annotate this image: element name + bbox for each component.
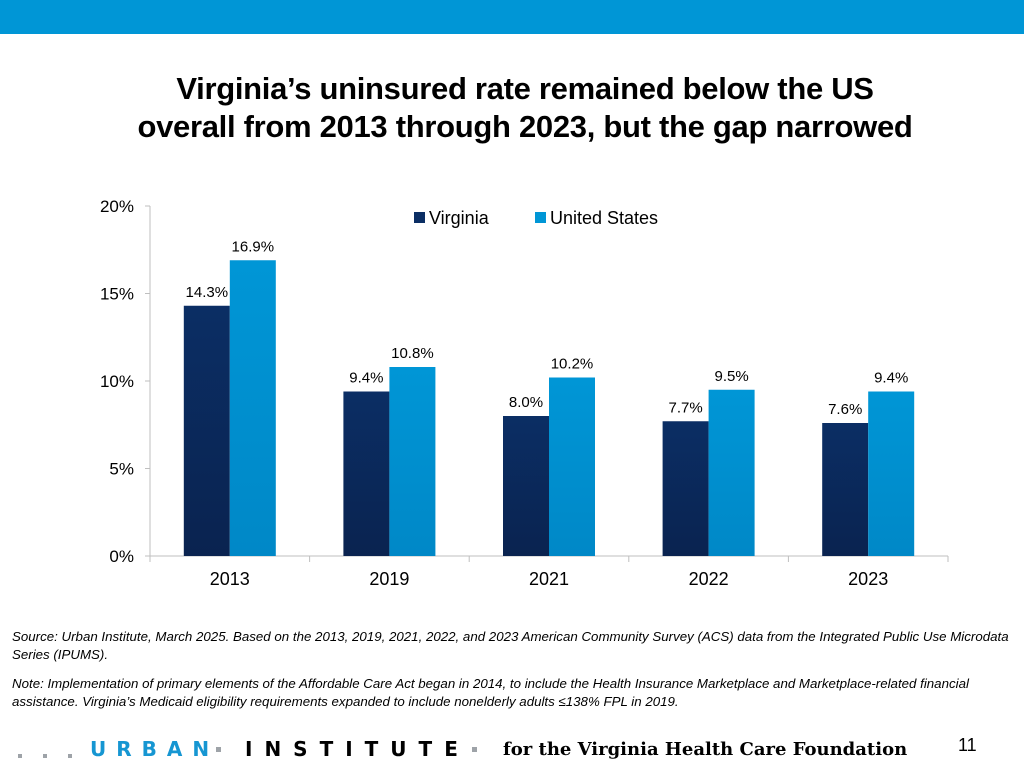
legend-swatch-us [535,212,546,223]
logo-separator [216,747,221,752]
y-tick-label: 20% [100,197,134,216]
bar-us-2019 [389,367,436,556]
source-note: Source: Urban Institute, March 2025. Bas… [12,629,1009,662]
footer-dot [18,754,22,758]
data-label-virginia-2023: 7.6% [828,401,862,418]
y-tick-label: 5% [109,460,134,479]
bar-us-2022 [708,389,755,556]
foundation-credit: for the Virginia Health Care Foundation [503,739,908,760]
x-tick-label: 2013 [210,569,250,589]
logo-end-dot [472,747,477,752]
bar-us-2021 [549,377,595,556]
data-label-us-2021: 10.2% [551,356,594,373]
data-label-us-2019: 10.8% [391,345,434,362]
legend-swatch-virginia [414,212,425,223]
page-number: 11 [958,735,977,755]
bar-us-2013 [229,260,276,556]
data-label-virginia-2021: 8.0% [509,394,543,411]
x-tick-label: 2019 [369,569,409,589]
top-accent-bar [0,0,1024,34]
data-label-us-2023: 9.4% [874,370,908,387]
data-label-virginia-2022: 7.7% [668,399,702,416]
bar-virginia-2023 [822,423,869,556]
data-label-us-2013: 16.9% [232,238,275,255]
footer-dots [18,745,93,763]
data-label-virginia-2013: 14.3% [186,284,229,301]
y-tick-label: 0% [109,547,134,566]
bar-virginia-2022 [662,421,709,556]
x-tick-label: 2021 [529,569,569,589]
title-line-1: Virginia’s uninsured rate remained below… [176,71,874,106]
bar-virginia-2019 [343,391,390,556]
bar-virginia-2013 [183,305,230,556]
y-tick-label: 10% [100,372,134,391]
data-label-virginia-2019: 9.4% [349,370,383,387]
footer: URBAN INSTITUTE for the Virginia Health … [0,732,1024,768]
logo-urban: URBAN [90,737,220,761]
footer-dot [68,754,72,758]
y-tick-label: 15% [100,285,134,304]
x-tick-label: 2022 [689,569,729,589]
x-tick-label: 2023 [848,569,888,589]
title-line-2: overall from 2013 through 2023, but the … [137,109,913,144]
legend-label-virginia: Virginia [429,208,490,228]
footer-dot [43,754,47,758]
aca-note: Note: Implementation of primary elements… [12,676,969,709]
bar-virginia-2021 [503,416,549,556]
data-label-us-2022: 9.5% [714,368,748,385]
logo-institute: INSTITUTE [245,737,470,761]
legend-label-us: United States [550,208,658,228]
bar-us-2023 [868,391,915,556]
slide-title: Virginia’s uninsured rate remained below… [60,70,990,146]
